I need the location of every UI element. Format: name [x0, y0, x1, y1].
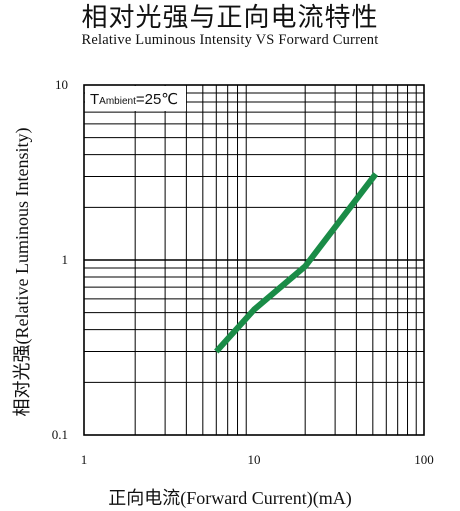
y-tick-label: 0.1: [52, 427, 68, 442]
tick-labels: 1 10 100 0.1 1 10: [52, 77, 434, 467]
chart-series: [214, 172, 379, 354]
annotation-box: [85, 86, 186, 111]
plot-border: [83, 84, 425, 436]
y-tick-label: 10: [55, 77, 68, 92]
ambient-annotation: TAmbient=25℃: [85, 86, 186, 111]
x-tick-label: 1: [81, 452, 88, 467]
plot-frame: [83, 84, 425, 436]
chart-title: 相对光强与正向电流特性: [81, 3, 379, 32]
annotation-text: TAmbient=25℃: [90, 91, 178, 108]
y-tick-label: 1: [62, 252, 69, 267]
x-tick-label: 100: [414, 452, 434, 467]
chart-grid: [84, 85, 424, 435]
x-tick-label: 10: [248, 452, 261, 467]
chart-subtitle: Relative Luminous Intensity VS Forward C…: [81, 32, 379, 48]
series-line: [214, 172, 379, 354]
x-axis-label: 正向电流(Forward Current)(mA): [108, 488, 352, 508]
